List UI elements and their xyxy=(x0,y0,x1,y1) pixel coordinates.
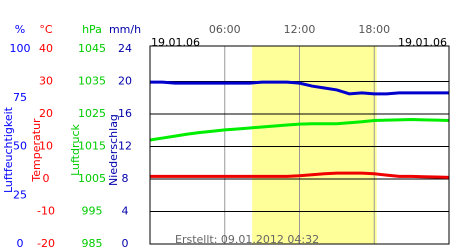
axis-unit: % xyxy=(15,23,25,36)
y-tick-label: 30 xyxy=(39,75,53,88)
y-tick-label: 4 xyxy=(122,205,129,218)
y-tick-label: -20 xyxy=(37,237,55,250)
y-tick-label: 25 xyxy=(13,188,27,201)
y-tick-label: 1005 xyxy=(78,172,106,185)
axis-unit: °C xyxy=(39,23,53,36)
axis-title: Temperatur xyxy=(30,118,43,183)
y-tick-label: 10 xyxy=(39,140,53,153)
axis-title: Luftfeuchtigkeit xyxy=(2,106,15,193)
series-line xyxy=(150,80,449,96)
y-tick-label: 75 xyxy=(13,91,27,104)
series-line xyxy=(149,118,450,142)
axis-unit: hPa xyxy=(82,23,102,36)
y-tick-label: 100 xyxy=(10,42,31,55)
y-tick-label: 0 xyxy=(17,237,24,250)
x-tick-label: 06:00 xyxy=(209,23,241,36)
y-tick-label: 20 xyxy=(118,75,132,88)
y-tick-label: 1045 xyxy=(78,42,106,55)
y-tick-label: 1025 xyxy=(78,107,106,120)
plot-border xyxy=(149,45,450,245)
axis-unit: mm/h xyxy=(109,23,141,36)
y-tick-label: 24 xyxy=(118,42,132,55)
axis-title: Niederschlag xyxy=(107,114,120,186)
y-tick-label: 8 xyxy=(122,172,129,185)
y-tick-label: 20 xyxy=(39,107,53,120)
axis-title: Luftdruck xyxy=(69,123,82,175)
x-tick-label: 18:00 xyxy=(358,23,390,36)
series-line xyxy=(150,171,450,179)
x-tick-label: 12:00 xyxy=(284,23,316,36)
y-tick-label: 995 xyxy=(82,205,103,218)
y-tick-label: 1035 xyxy=(78,75,106,88)
y-tick-label: 12 xyxy=(118,140,132,153)
y-tick-label: -10 xyxy=(37,205,55,218)
y-tick-label: 40 xyxy=(39,42,53,55)
y-tick-label: 50 xyxy=(13,140,27,153)
y-tick-label: 0 xyxy=(43,172,50,185)
y-tick-label: 16 xyxy=(118,107,132,120)
daylight-band xyxy=(252,46,377,244)
footer: Erstellt: 09.01.2012 04:32 xyxy=(175,233,319,246)
y-tick-label: 985 xyxy=(82,237,103,250)
y-tick-label: 1015 xyxy=(78,140,106,153)
y-tick-label: 0 xyxy=(122,237,129,250)
